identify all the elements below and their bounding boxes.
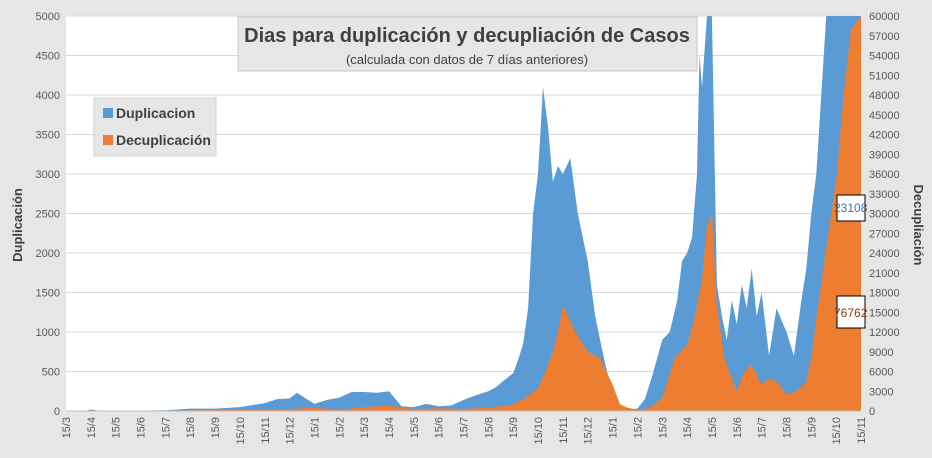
callout-decuplicacion-box [836, 295, 866, 329]
right-tick-label: 57000 [869, 31, 900, 43]
callout-duplicacion: 23108 [834, 194, 868, 222]
x-tick-label: 15/11 [856, 417, 868, 444]
legend-label-duplicacion: Duplicacion [116, 105, 195, 121]
x-tick-label: 15/5 [409, 417, 421, 438]
x-tick-label: 15/2 [632, 417, 644, 438]
x-tick-label: 15/12 [285, 417, 297, 445]
left-tick-label: 2000 [36, 248, 60, 260]
x-tick-label: 15/2 [334, 417, 346, 438]
right-tick-label: 0 [869, 406, 875, 418]
x-tick-label: 15/4 [682, 417, 694, 438]
x-tick-label: 15/6 [136, 417, 148, 438]
right-tick-label: 21000 [869, 268, 900, 280]
x-tick-label: 15/4 [384, 417, 396, 438]
right-tick-label: 51000 [869, 70, 900, 82]
x-tick-label: 15/3 [359, 417, 371, 438]
x-tick-label: 15/9 [508, 417, 520, 438]
legend-swatch-decuplicacion [103, 135, 113, 145]
right-tick-label: 27000 [869, 228, 900, 240]
x-tick-label: 15/5 [111, 417, 123, 438]
x-axis-ticks: 15/3 15/4 15/5 15/6 15/7 15/8 15/9 15/10 15/11 15… [61, 410, 868, 445]
x-tick-label: 15/12 [583, 417, 595, 445]
chart-subtitle: (calculada con datos de 7 días anteriore… [346, 52, 588, 67]
right-tick-label: 36000 [869, 169, 900, 181]
chart-title: Dias para duplicación y decupliación de … [244, 25, 690, 47]
x-tick-label: 15/7 [757, 417, 769, 438]
x-tick-label: 15/9 [210, 417, 222, 438]
x-tick-label: 15/7 [160, 417, 172, 438]
left-tick-label: 1500 [36, 288, 60, 300]
x-tick-label: 15/3 [657, 417, 669, 438]
right-axis-title: Decupliación [911, 185, 926, 266]
title-box: Dias para duplicación y decupliación de … [237, 16, 698, 72]
x-tick-label: 15/9 [806, 417, 818, 438]
right-axis-ticks: 0 3000 6000 9000 12000 15000 18000 21000 24000 27… [869, 11, 900, 418]
right-tick-label: 15000 [869, 307, 900, 319]
callout-decuplicacion-value: 76762 [834, 306, 868, 320]
left-axis-ticks: 0 500 1000 1500 2000 2500 3000 3500 4000 4500 5000 [36, 11, 60, 418]
right-tick-label: 3000 [869, 386, 893, 398]
left-tick-label: 4500 [36, 51, 60, 63]
left-tick-label: 0 [54, 406, 60, 418]
x-tick-label: 15/3 [61, 417, 73, 438]
left-tick-label: 4000 [36, 90, 60, 102]
legend-label-decuplicacion: Decuplicación [116, 132, 211, 148]
right-tick-label: 6000 [869, 367, 893, 379]
x-tick-label: 15/10 [533, 417, 545, 445]
left-tick-label: 500 [42, 367, 60, 379]
left-tick-label: 2500 [36, 209, 60, 221]
left-tick-label: 1000 [36, 327, 60, 339]
right-tick-label: 24000 [869, 248, 900, 260]
area-duplicacion [66, 16, 861, 411]
left-tick-label: 5000 [36, 11, 60, 23]
x-tick-label: 15/10 [831, 417, 843, 445]
x-tick-label: 15/7 [459, 417, 471, 438]
x-tick-label: 15/11 [260, 417, 272, 444]
x-tick-label: 15/6 [732, 417, 744, 438]
right-tick-label: 54000 [869, 51, 900, 63]
x-tick-label: 15/4 [86, 417, 98, 438]
x-tick-label: 15/11 [558, 417, 570, 444]
left-axis-title: Duplicación [10, 188, 25, 262]
right-tick-label: 39000 [869, 149, 900, 161]
callout-duplicacion-box [836, 194, 866, 222]
right-tick-label: 48000 [869, 90, 900, 102]
right-tick-label: 12000 [869, 327, 900, 339]
callout-decuplicacion: 76762 [834, 295, 868, 329]
x-tick-label: 15/8 [781, 417, 793, 438]
left-tick-label: 3000 [36, 169, 60, 181]
data-areas [66, 16, 861, 411]
right-tick-label: 42000 [869, 130, 900, 142]
right-tick-label: 33000 [869, 189, 900, 201]
x-tick-label: 15/6 [434, 417, 446, 438]
left-tick-label: 3500 [36, 130, 60, 142]
x-tick-label: 15/8 [185, 417, 197, 438]
x-tick-label: 15/8 [483, 417, 495, 438]
legend: Duplicacion Decuplicación [93, 97, 217, 157]
x-tick-label: 15/5 [707, 417, 719, 438]
x-tick-label: 15/1 [309, 417, 321, 438]
right-tick-label: 9000 [869, 347, 893, 359]
title-box-bg [237, 16, 698, 72]
legend-box [93, 97, 217, 157]
right-tick-label: 45000 [869, 110, 900, 122]
right-tick-label: 30000 [869, 209, 900, 221]
callout-duplicacion-value: 23108 [834, 201, 868, 215]
x-tick-label: 15/10 [235, 417, 247, 445]
right-tick-label: 18000 [869, 288, 900, 300]
x-tick-label: 15/1 [608, 417, 620, 438]
legend-swatch-duplicacion [103, 108, 113, 118]
right-tick-label: 60000 [869, 11, 900, 23]
